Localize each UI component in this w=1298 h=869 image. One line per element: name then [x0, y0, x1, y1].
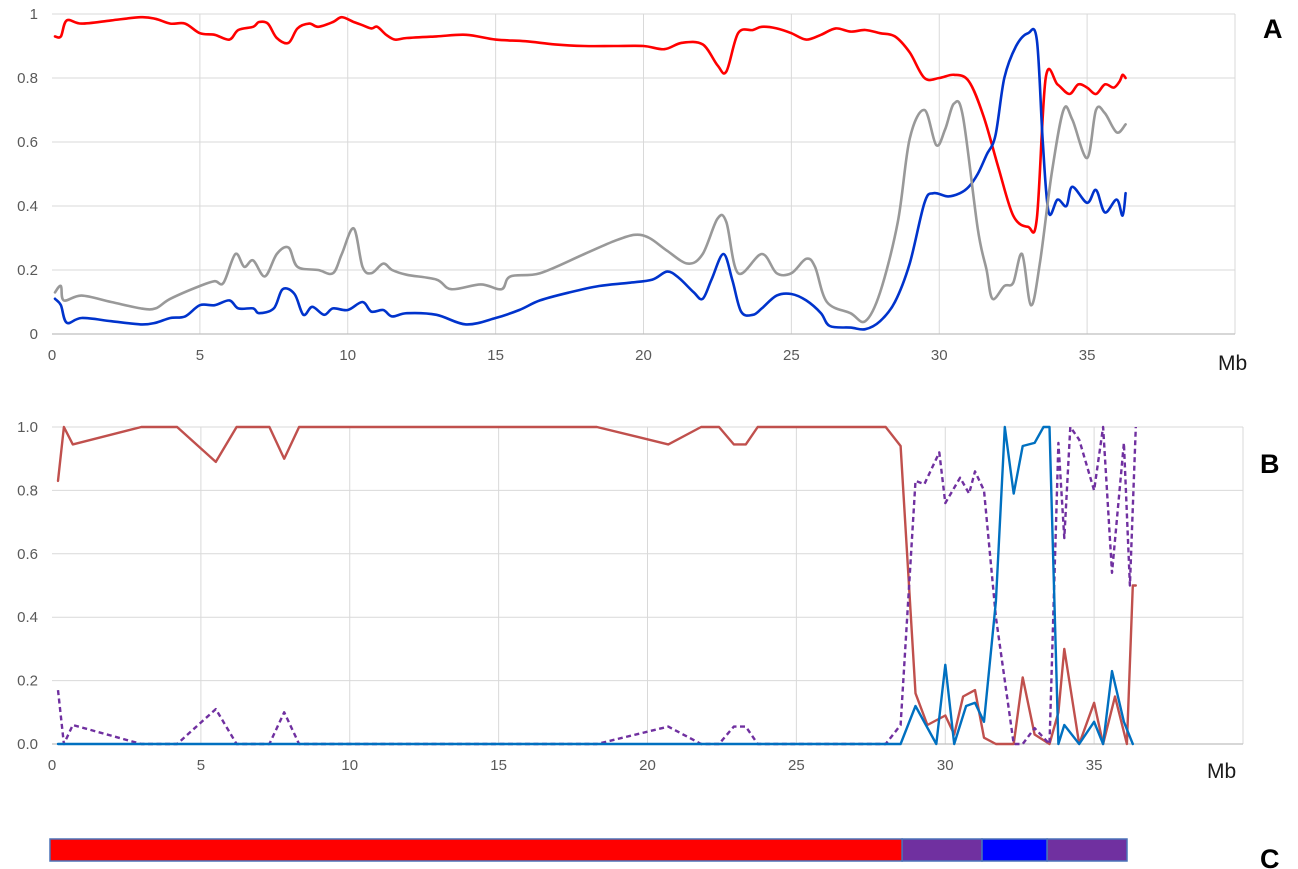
panel-b-y-tick-label: 0.0	[17, 736, 38, 753]
panel-a-y-tick-label: 1	[30, 6, 38, 23]
panel-b-tick-labels: 0 5 10 15 20 25 30 35 0.0 0.2 0.4 0.6 0.8 1.0	[17, 419, 1102, 774]
panel-b-x-tick-label: 25	[788, 757, 805, 774]
panel-b-x-tick-label: 5	[197, 757, 205, 774]
panel-c-segment-1	[49, 838, 903, 862]
panel-label-b: B	[1260, 449, 1280, 479]
panel-a-chart: 0 5 10 15 20 25 30 35 0 0.2 0.4 0.6 0.8 1 Mb	[17, 6, 1247, 375]
panel-b-gridlines	[52, 426, 1244, 744]
panel-c-segment-2	[901, 838, 983, 862]
panel-b-x-tick-label: 35	[1086, 757, 1103, 774]
panel-a-x-tick-label: 25	[783, 347, 800, 364]
panel-b-series	[56, 425, 1137, 746]
panel-a-series-3-line	[53, 99, 1127, 324]
panel-a-series-1-line	[53, 15, 1127, 234]
panel-c-segment-4	[1046, 838, 1128, 862]
panel-a-x-tick-label: 10	[339, 347, 356, 364]
panel-label-a: A	[1263, 14, 1283, 44]
panel-b-y-tick-label: 0.8	[17, 482, 38, 499]
panel-a-gridlines	[52, 13, 1236, 334]
panel-b-x-tick-label: 30	[937, 757, 954, 774]
panel-a-x-tick-label: 0	[48, 347, 56, 364]
panel-a-y-tick-label: 0.2	[17, 262, 38, 279]
panel-a-x-tick-label: 30	[931, 347, 948, 364]
panel-b-y-tick-label: 0.6	[17, 546, 38, 563]
panel-b-x-tick-label: 0	[48, 757, 56, 774]
panel-b-y-tick-label: 0.4	[17, 609, 38, 626]
panel-b-x-tick-label: 20	[639, 757, 656, 774]
panel-b-x-tick-label: 15	[490, 757, 507, 774]
panel-c-bar	[49, 838, 1128, 862]
panel-b-y-tick-label: 0.2	[17, 673, 38, 690]
panel-a-y-tick-label: 0.4	[17, 198, 38, 215]
panel-b-chart: 0 5 10 15 20 25 30 35 0.0 0.2 0.4 0.6 0.8 1.0 Mb	[17, 419, 1244, 783]
panel-a-series-2-line	[53, 27, 1127, 331]
panel-a-x-tick-label: 35	[1079, 347, 1096, 364]
panel-a-x-unit-label: Mb	[1218, 352, 1247, 375]
panel-a-x-tick-label: 5	[196, 347, 204, 364]
panel-a-x-tick-label: 15	[487, 347, 504, 364]
panel-label-c: C	[1260, 844, 1280, 869]
panel-a-y-tick-label: 0.6	[17, 134, 38, 151]
panel-a-y-tick-label: 0	[30, 326, 38, 343]
panel-b-x-tick-label: 10	[341, 757, 358, 774]
panel-b-x-unit-label: Mb	[1207, 760, 1236, 783]
panel-b-y-tick-label: 1.0	[17, 419, 38, 436]
panel-a-series	[53, 15, 1127, 331]
panel-c-segment-3	[981, 838, 1048, 862]
panel-a-y-tick-label: 0.8	[17, 70, 38, 87]
panel-a-x-tick-label: 20	[635, 347, 652, 364]
panel-b-series-3-line	[56, 425, 1134, 746]
panel-a-tick-labels: 0 5 10 15 20 25 30 35 0 0.2 0.4 0.6 0.8 1	[17, 6, 1095, 364]
panel-b-series-1-line	[56, 425, 1137, 746]
